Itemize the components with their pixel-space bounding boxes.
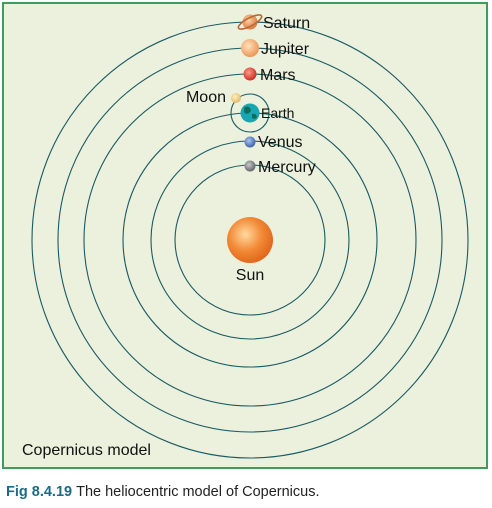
jupiter-label: Jupiter <box>261 41 310 58</box>
venus-label: Venus <box>258 134 302 151</box>
jupiter-icon <box>241 39 259 57</box>
sun-label: Sun <box>236 267 264 284</box>
figure-caption: Fig 8.4.19 The heliocentric model of Cope… <box>6 484 320 500</box>
heliocentric-diagram: Sun Mercury Venus Earth Moon Mars Jupite… <box>2 2 488 469</box>
model-label: Copernicus model <box>22 442 151 459</box>
saturn-icon <box>237 14 263 30</box>
venus-icon <box>244 136 256 148</box>
sun-icon <box>227 217 273 263</box>
saturn-label: Saturn <box>263 15 310 32</box>
moon-icon <box>231 93 241 103</box>
caption-text: The heliocentric model of Copernicus. <box>76 484 320 500</box>
earth-icon <box>240 103 260 123</box>
moon-label: Moon <box>186 89 226 106</box>
orbit-moon <box>230 93 270 133</box>
mars-icon <box>243 67 257 81</box>
figure-number: Fig 8.4.19 <box>6 484 73 500</box>
earth-label: Earth <box>261 105 294 121</box>
mars-label: Mars <box>260 67 296 84</box>
mercury-icon <box>244 160 256 172</box>
mercury-label: Mercury <box>258 159 316 176</box>
